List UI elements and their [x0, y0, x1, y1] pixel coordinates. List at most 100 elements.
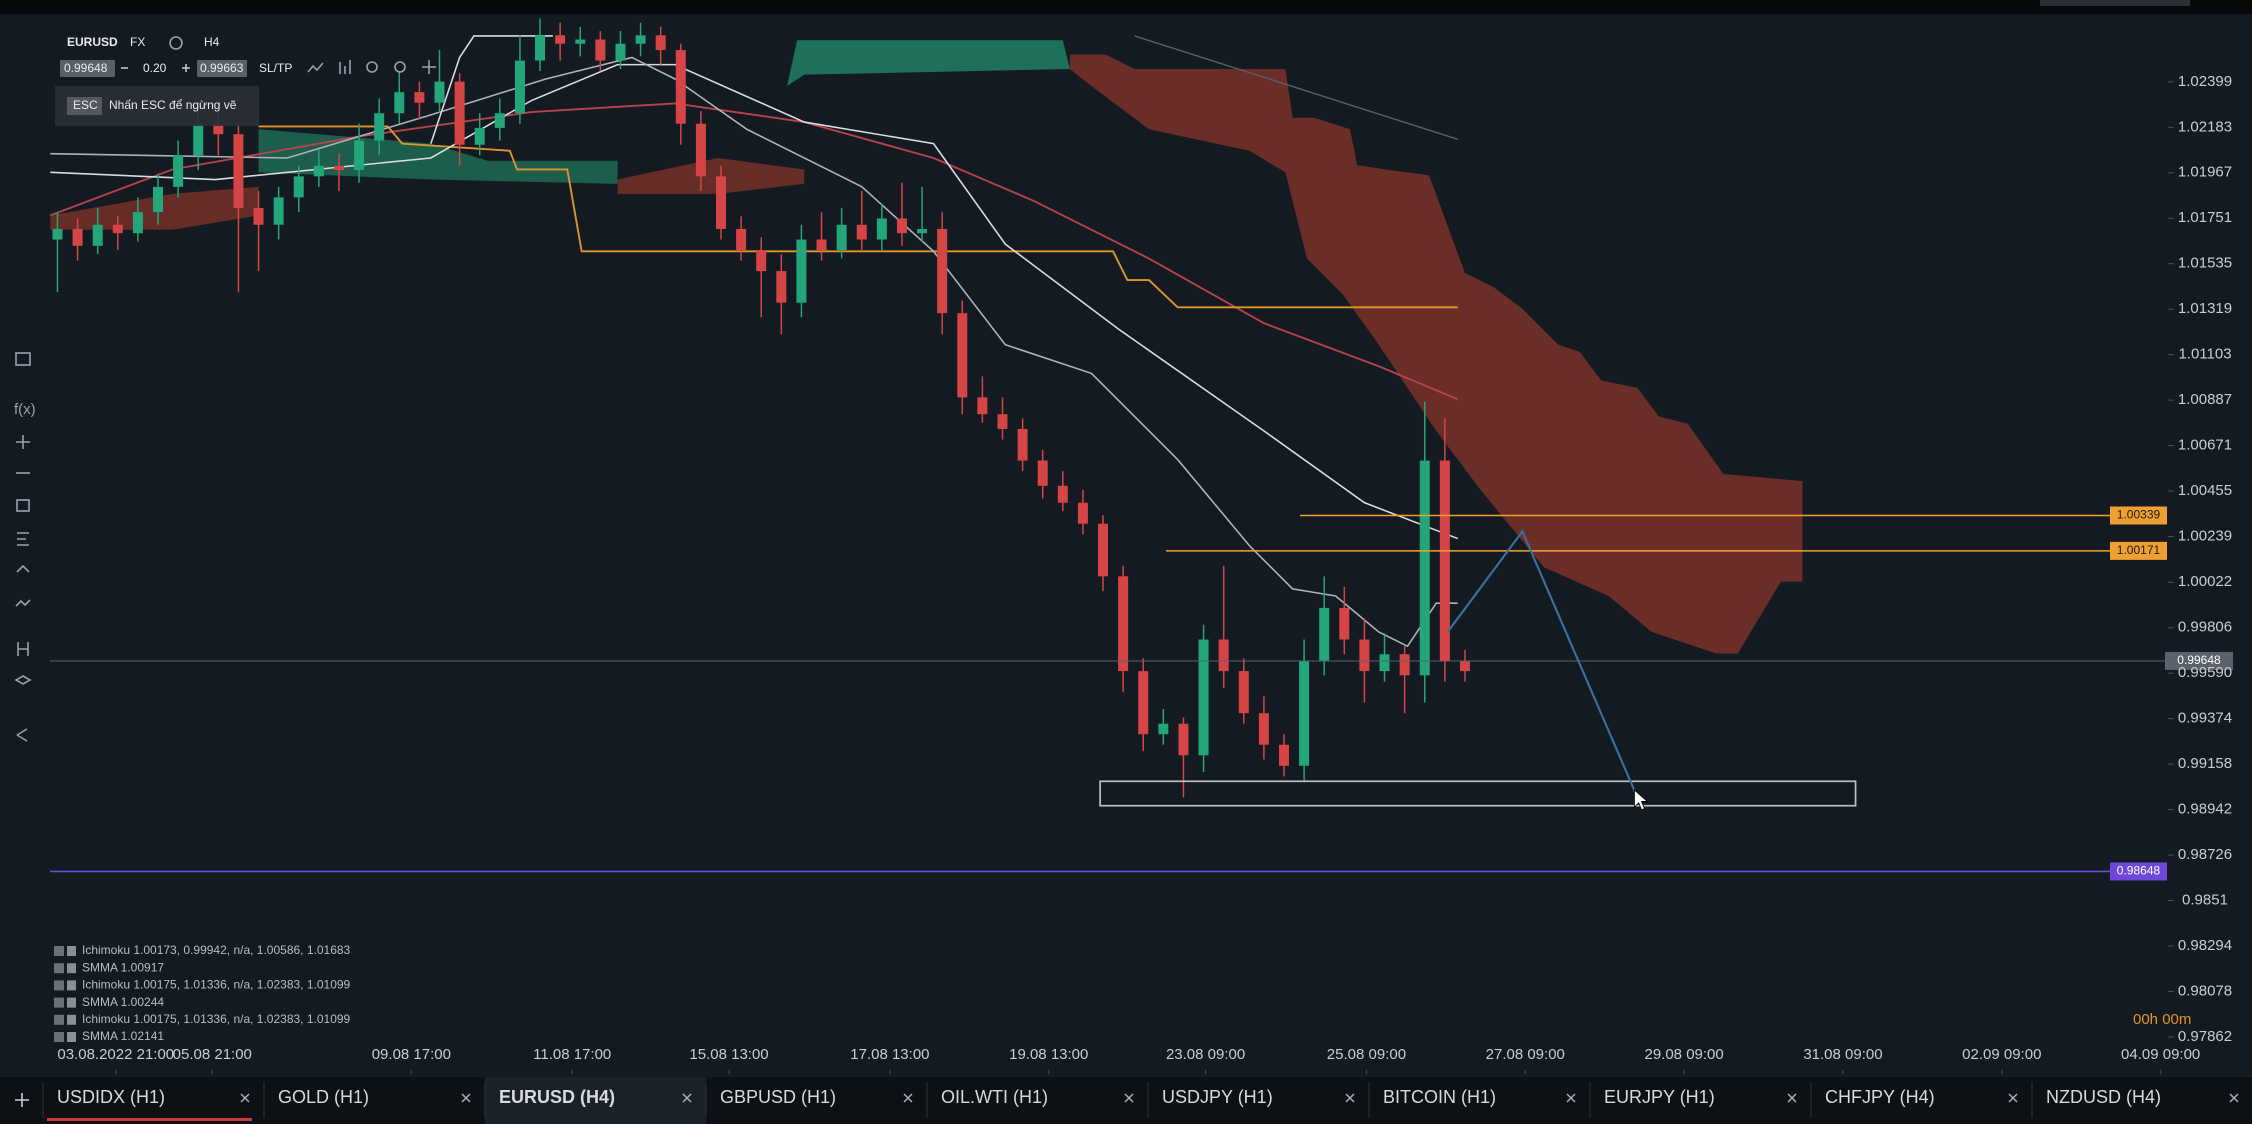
esc-key: ESC — [73, 98, 98, 112]
tab-close[interactable] — [461, 1093, 471, 1103]
zoom-out[interactable] — [366, 61, 378, 73]
candle-body — [655, 35, 666, 51]
y-tick-label: 1.01103 — [2178, 346, 2231, 363]
legend-icon — [67, 997, 76, 1008]
plus-button[interactable] — [182, 64, 190, 72]
tab-label[interactable]: CHFJPY (H4) — [1825, 1087, 1935, 1107]
candle-body — [1158, 723, 1169, 735]
candle-body — [816, 239, 827, 251]
candle-body — [876, 218, 887, 240]
tenkan-line — [50, 56, 1458, 648]
candle-body — [313, 165, 324, 177]
line-tool[interactable] — [307, 62, 324, 73]
price-level-box — [2110, 541, 2167, 560]
tab-close[interactable] — [1566, 1093, 1576, 1103]
tool-icon[interactable] — [16, 435, 30, 449]
legend-entry: Ichimoku 1.00173, 0.99942, n/a, 1.00586,… — [82, 943, 351, 957]
tab-label[interactable]: GBPUSD (H1) — [720, 1087, 836, 1107]
tab-label[interactable]: EURUSD (H4) — [499, 1087, 615, 1107]
timeframe[interactable]: H4 — [204, 35, 220, 49]
tool-icon[interactable] — [15, 599, 31, 607]
indicator-layer — [49, 35, 1803, 654]
smma-line — [50, 63, 1459, 540]
tab-close[interactable] — [682, 1093, 692, 1103]
tab-close[interactable] — [240, 1093, 250, 1103]
candle-body — [535, 35, 546, 61]
price-level-label: 0.99648 — [2177, 653, 2221, 667]
x-tick-label: 19.08 13:00 — [1009, 1046, 1088, 1063]
candle-body — [635, 35, 646, 44]
tab-label[interactable]: USDJPY (H1) — [1162, 1087, 1273, 1107]
x-tick-label: 31.08 09:00 — [1803, 1046, 1882, 1063]
candle-body — [1198, 639, 1209, 756]
tab-label[interactable]: NZDUSD (H4) — [2046, 1087, 2161, 1107]
candle-body — [112, 224, 123, 234]
legend-icon — [54, 1014, 64, 1025]
tool-icon[interactable] — [16, 728, 28, 742]
add-tab-button[interactable] — [15, 1093, 29, 1107]
y-tick-label: 1.00022 — [2178, 573, 2232, 590]
candle-body — [394, 92, 405, 114]
tool-icon[interactable] — [17, 532, 29, 546]
legend-icon — [54, 946, 64, 956]
tool-icon[interactable] — [15, 352, 31, 366]
tab-label[interactable]: USDIDX (H1) — [57, 1087, 165, 1107]
candle-body — [595, 39, 606, 61]
legend-icon — [54, 997, 64, 1008]
tool-icon[interactable] — [16, 564, 30, 573]
zoom-in[interactable] — [394, 61, 406, 73]
bid-box — [60, 60, 115, 77]
tab-close[interactable] — [2008, 1093, 2018, 1103]
x-tick-label: 17.08 13:00 — [850, 1046, 929, 1063]
candle-body — [1339, 607, 1350, 640]
function-tool[interactable]: f(x) — [14, 401, 36, 418]
candle-body — [715, 176, 726, 229]
candle-body — [615, 43, 626, 61]
ichimoku-cloud-bearish — [1069, 54, 1803, 654]
candle-body — [1098, 523, 1109, 577]
tab-close[interactable] — [1787, 1093, 1797, 1103]
legend-icon — [67, 980, 76, 991]
tool-icon[interactable] — [17, 642, 29, 656]
tool-icon[interactable] — [14, 675, 32, 685]
bars-tool[interactable] — [339, 60, 351, 74]
y-tick-label: 1.00239 — [2178, 528, 2232, 545]
candle-body — [555, 35, 566, 44]
candle-body — [1319, 607, 1330, 661]
legend-entry: SMMA 1.02141 — [82, 1029, 164, 1043]
tab-label[interactable]: BITCOIN (H1) — [1383, 1087, 1496, 1107]
candle-body — [514, 60, 525, 114]
candle-body — [836, 224, 847, 251]
candle-body — [173, 155, 184, 187]
candle-body — [1017, 428, 1028, 461]
sltp[interactable]: SL/TP — [259, 61, 292, 75]
tool-icon[interactable] — [16, 499, 30, 512]
kijun-line — [258, 125, 1458, 309]
legend-icon — [67, 1032, 76, 1042]
tab-close[interactable] — [1124, 1093, 1134, 1103]
y-tick-label: 1.01751 — [2178, 209, 2232, 226]
candle-body — [132, 212, 143, 234]
candle-body — [776, 271, 787, 303]
y-tick-label: 1.00887 — [2178, 391, 2232, 408]
info-icon[interactable] — [169, 36, 183, 50]
legend-icon — [67, 963, 76, 974]
y-tick-label: 0.99806 — [2178, 619, 2232, 636]
price-level-box — [2110, 506, 2167, 525]
tab-label[interactable]: EURJPY (H1) — [1604, 1087, 1715, 1107]
crosshair[interactable] — [422, 60, 436, 74]
x-tick-label: 09.08 17:00 — [372, 1046, 451, 1063]
tab-label[interactable]: OIL.WTI (H1) — [941, 1087, 1048, 1107]
x-tick-label: 25.08 09:00 — [1327, 1046, 1406, 1063]
legend-icon — [67, 946, 76, 956]
x-tick-label: 23.08 09:00 — [1166, 1046, 1245, 1063]
tab-close[interactable] — [903, 1093, 913, 1103]
candle-body — [756, 250, 767, 272]
candle-body — [1258, 713, 1269, 745]
tab-close[interactable] — [1345, 1093, 1355, 1103]
tab-label[interactable]: GOLD (H1) — [278, 1087, 369, 1107]
legend-entry: Ichimoku 1.00175, 1.01336, n/a, 1.02383,… — [82, 978, 351, 992]
price-level-box — [2165, 651, 2233, 670]
tab-close[interactable] — [2229, 1093, 2239, 1103]
